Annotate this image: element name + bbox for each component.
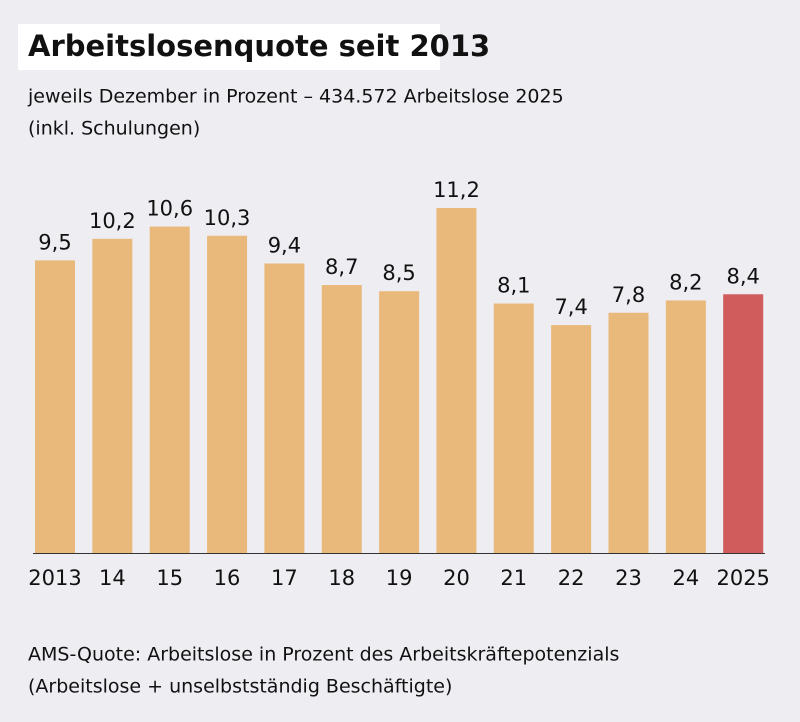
x-tick-label: 21 [500,566,527,590]
bar [264,263,305,553]
subtitle: jeweils Dezember in Prozent – 434.572 Ar… [27,86,564,108]
value-label: 8,1 [497,274,530,298]
subtitle: (inkl. Schulungen) [28,118,200,140]
footnote: (Arbeitslose + unselbstständig Beschäfti… [28,676,452,698]
value-label: 11,2 [433,178,480,202]
value-label: 7,8 [612,283,645,307]
bar [723,294,764,553]
value-label: 8,2 [669,270,702,294]
x-tick-label: 14 [99,566,126,590]
value-label: 8,5 [382,261,415,285]
bar [608,312,649,553]
chart-title: Arbeitslosenquote seit 2013 [28,29,490,63]
x-tick-label: 17 [271,566,298,590]
value-label: 7,4 [554,295,587,319]
bar [379,291,420,553]
bar [35,260,75,553]
value-label: 8,7 [325,255,358,279]
x-tick-label: 22 [558,566,585,590]
x-tick-label: 16 [214,566,241,590]
bar [207,235,248,553]
x-tick-label: 2025 [716,566,769,590]
value-label: 10,6 [146,197,193,221]
bar [665,300,706,553]
bar [92,238,133,553]
x-tick-label: 24 [672,566,699,590]
value-label: 10,3 [204,206,251,230]
bar [436,208,477,554]
x-tick-label: 18 [328,566,355,590]
bar [493,303,534,553]
title-box [18,24,440,70]
x-tick-label: 20 [443,566,470,590]
value-label: 8,4 [726,264,759,288]
x-tick-label: 23 [615,566,642,590]
x-tick-label: 19 [386,566,413,590]
value-label: 9,4 [268,233,301,257]
x-tick-label: 15 [156,566,183,590]
footnote: AMS-Quote: Arbeitslose in Prozent des Ar… [28,644,619,666]
value-label: 10,2 [89,209,136,233]
bar [149,226,190,553]
bar [551,325,592,553]
bar [321,285,362,553]
value-label: 9,5 [38,230,71,254]
x-tick-label: 2013 [28,566,81,590]
